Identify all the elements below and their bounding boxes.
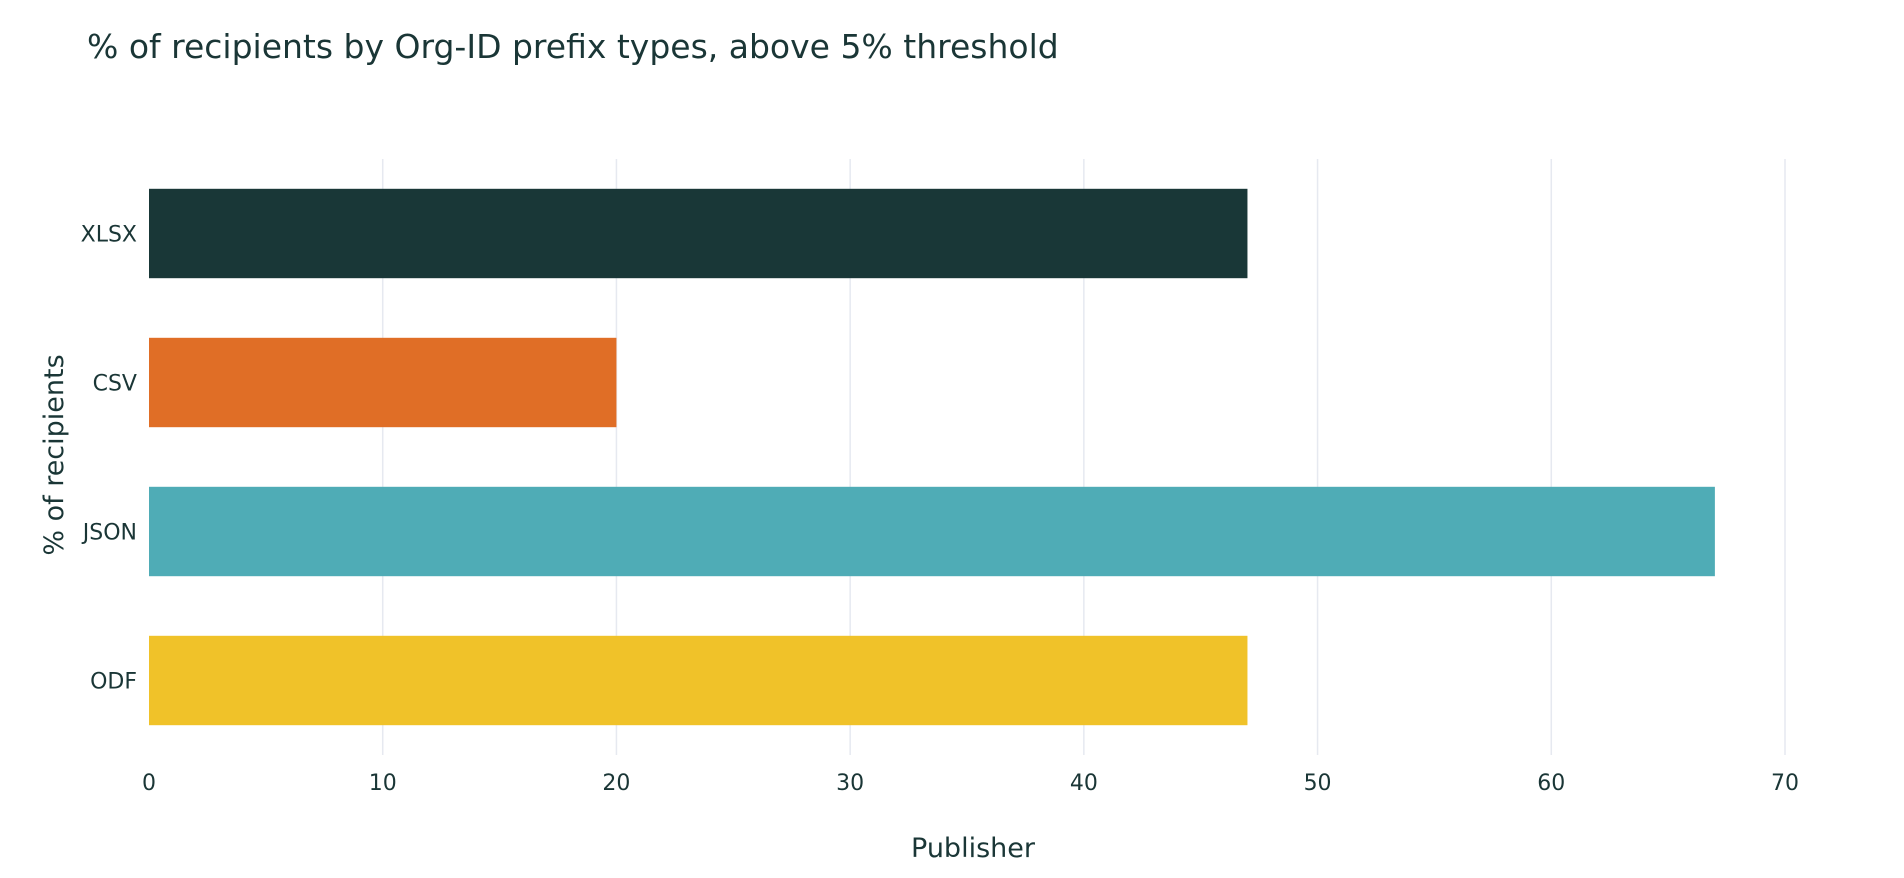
- y-tick-label: CSV: [93, 372, 137, 397]
- y-tick-label: JSON: [81, 521, 137, 546]
- bar-xlsx[interactable]: [149, 188, 1248, 279]
- x-tick-label: 40: [1070, 771, 1098, 796]
- bars: [149, 188, 1715, 726]
- x-tick-label: 50: [1304, 771, 1332, 796]
- x-tick-label: 0: [142, 771, 156, 796]
- chart-title: % of recipients by Org-ID prefix types, …: [87, 27, 1059, 66]
- bar-odf[interactable]: [149, 635, 1248, 726]
- y-tick-label: XLSX: [81, 223, 137, 248]
- x-tick-labels: 0 10 20 30 40 50 60 70: [142, 771, 1799, 796]
- x-tick-label: 30: [836, 771, 864, 796]
- x-tick-label: 10: [369, 771, 397, 796]
- bar-json[interactable]: [149, 486, 1715, 577]
- y-axis-title: % of recipients: [39, 354, 70, 555]
- bar-csv[interactable]: [149, 337, 617, 428]
- x-tick-label: 20: [602, 771, 630, 796]
- y-tick-labels: XLSX CSV JSON ODF: [81, 223, 137, 695]
- x-tick-label: 70: [1771, 771, 1799, 796]
- x-tick-label: 60: [1537, 771, 1565, 796]
- x-axis-title: Publisher: [911, 833, 1036, 864]
- y-tick-label: ODF: [90, 670, 137, 695]
